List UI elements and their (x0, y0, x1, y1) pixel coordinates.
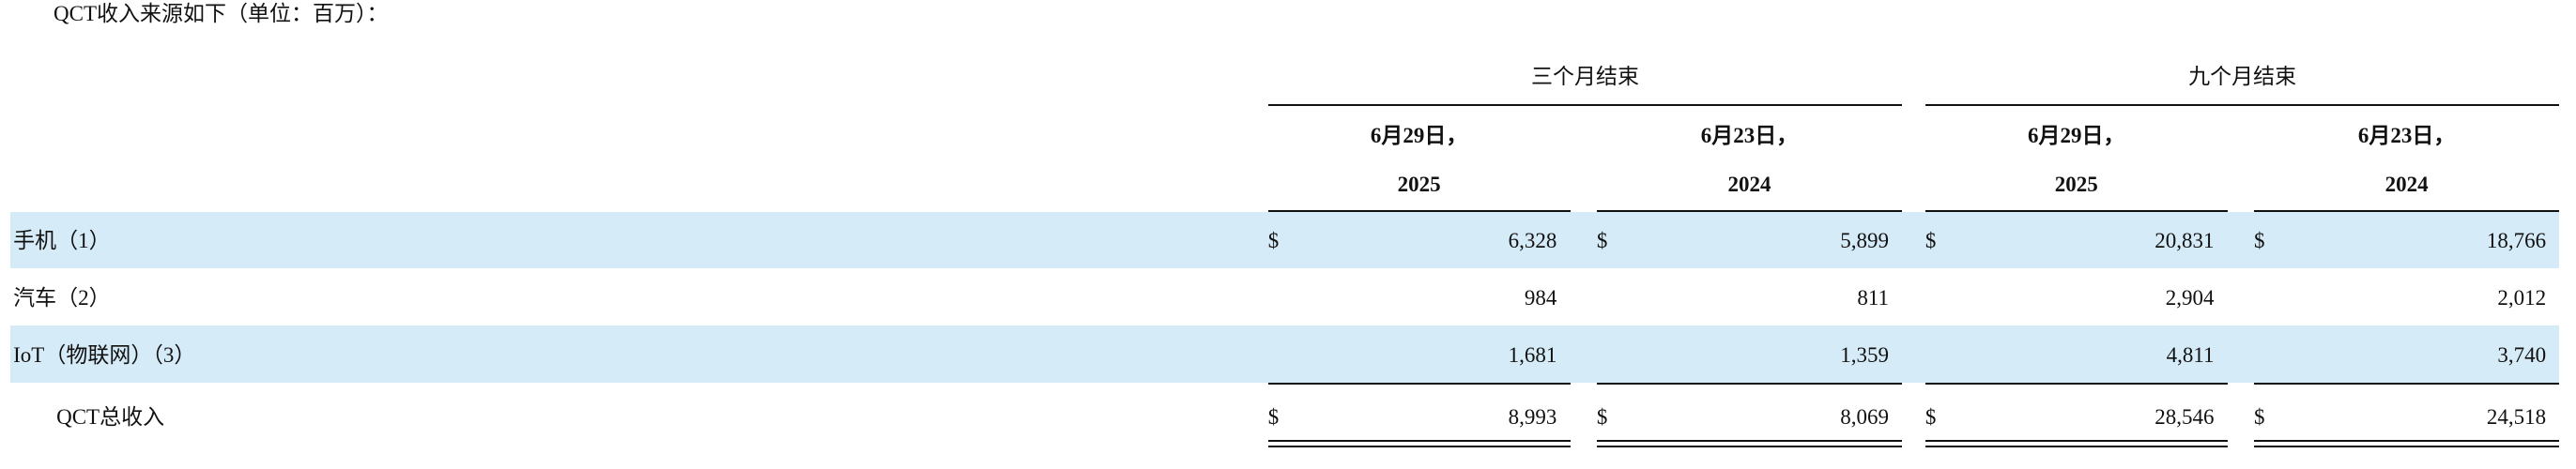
currency: $ (1924, 405, 1937, 430)
total-value: 24,518 (2486, 405, 2547, 430)
header-rule (1924, 210, 2228, 213)
group-rule (1267, 103, 1903, 106)
currency: $ (1596, 405, 1608, 430)
column-date: 6月23日， (2357, 123, 2456, 147)
row-value: 6,328 (1508, 228, 1557, 252)
row-highlight (9, 212, 2560, 268)
column-year: 2025 (1397, 173, 1441, 197)
column-year: 2024 (1727, 173, 1771, 197)
group-rule (1924, 103, 2560, 106)
row-label: 手机（1） (13, 228, 111, 252)
currency: $ (1267, 228, 1280, 252)
total-value: 8,069 (1840, 405, 1889, 430)
column-year: 2024 (2384, 173, 2429, 197)
row-value: 5,899 (1840, 228, 1889, 252)
total-rule (1924, 446, 2228, 448)
total-rule (1267, 440, 1571, 443)
total-label: QCT总收入 (56, 405, 165, 430)
row-value: 18,766 (2486, 228, 2547, 252)
row-value: 2,012 (2497, 285, 2547, 310)
column-date: 6月29日， (1370, 123, 1468, 147)
column-date: 6月23日， (1700, 123, 1799, 147)
total-rule (1267, 446, 1571, 448)
row-label: 汽车（2） (13, 285, 111, 310)
row-label: IoT（物联网）（3） (13, 343, 196, 368)
header-rule (1267, 210, 1571, 213)
row-value: 1,359 (1840, 343, 1889, 368)
row-value: 1,681 (1508, 343, 1557, 368)
currency: $ (1267, 405, 1280, 430)
row-value: 984 (1524, 285, 1557, 310)
title: QCT收入来源如下（单位：百万）： (54, 2, 389, 25)
header-rule (2253, 210, 2560, 213)
row-value: 4,811 (2166, 343, 2215, 368)
row-value: 20,831 (2154, 228, 2215, 252)
subtotal-rule (1267, 383, 1571, 385)
column-year: 2025 (2054, 173, 2098, 197)
currency: $ (1596, 228, 1608, 252)
currency: $ (2253, 405, 2265, 430)
row-value: 3,740 (2497, 343, 2547, 368)
header-rule (1596, 210, 1903, 213)
group-header: 九个月结束 (2188, 64, 2297, 88)
total-rule (1596, 446, 1903, 448)
row-highlight (9, 325, 2560, 383)
currency: $ (2253, 228, 2265, 252)
total-rule (2253, 440, 2560, 443)
total-rule (2253, 446, 2560, 448)
subtotal-rule (1596, 383, 1903, 385)
currency: $ (1924, 228, 1937, 252)
total-rule (1596, 440, 1903, 443)
total-value: 8,993 (1508, 405, 1557, 430)
row-value: 811 (1857, 285, 1889, 310)
subtotal-rule (2253, 383, 2560, 385)
total-value: 28,546 (2154, 405, 2215, 430)
row-value: 2,904 (2165, 285, 2215, 310)
total-rule (1924, 440, 2228, 443)
column-date: 6月29日， (2028, 123, 2125, 147)
group-header: 三个月结束 (1530, 64, 1639, 88)
subtotal-rule (1924, 383, 2228, 385)
